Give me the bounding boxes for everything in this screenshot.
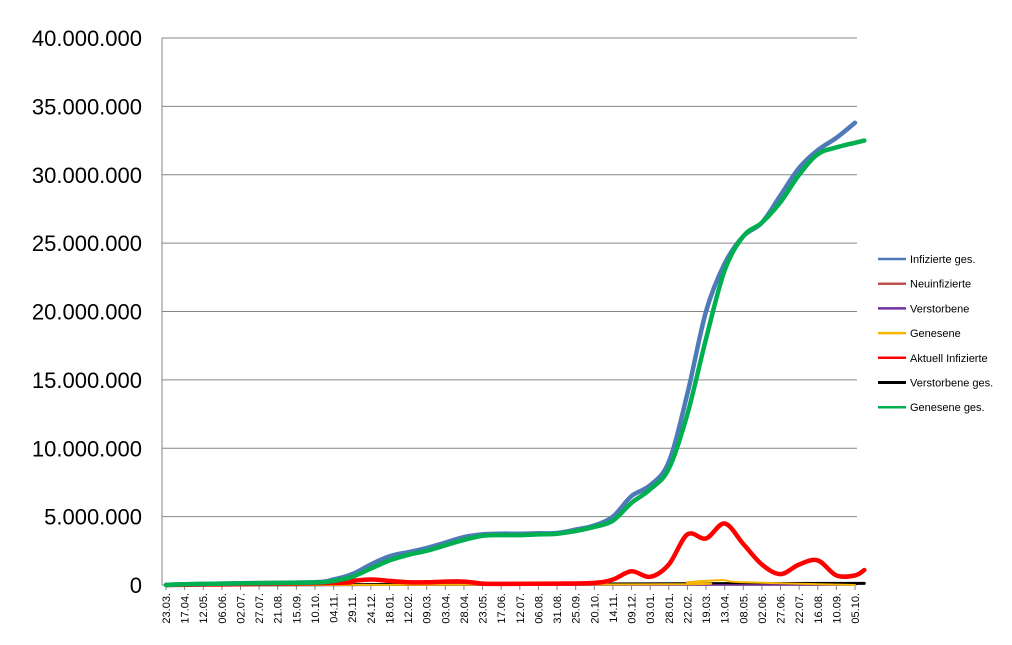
legend-label-neuinfizierte: Neuinfizierte bbox=[910, 279, 971, 291]
x-tick-label: 10.09. bbox=[831, 593, 843, 624]
x-tick-label: 25.09. bbox=[571, 593, 583, 624]
x-tick-label: 03.04. bbox=[440, 593, 452, 624]
y-tick-label: 40.000.000 bbox=[32, 26, 142, 51]
x-tick-label: 29.11. bbox=[347, 593, 359, 623]
x-tick-label: 20.10. bbox=[589, 593, 601, 624]
series-line-genesene-ges bbox=[163, 138, 867, 588]
x-tick-label: 22.02. bbox=[682, 593, 694, 624]
axes bbox=[161, 38, 857, 590]
legend-label-infizierte-ges: Infizierte ges. bbox=[910, 254, 975, 266]
x-tick-label: 04.11. bbox=[329, 593, 341, 623]
x-tick-label: 27.07. bbox=[254, 593, 266, 624]
x-tick-label: 08.05. bbox=[738, 593, 750, 624]
y-tick-label: 35.000.000 bbox=[32, 94, 142, 119]
series-line-aktuell-infizierte bbox=[163, 521, 867, 588]
series-line-infizierte-ges bbox=[163, 120, 858, 588]
y-tick-label: 0 bbox=[130, 573, 142, 598]
x-tick-label: 09.12. bbox=[627, 593, 639, 624]
gridlines bbox=[162, 37, 857, 518]
x-tick-label: 12.05. bbox=[198, 593, 210, 624]
x-tick-label: 22.07. bbox=[794, 593, 806, 624]
x-tick-label: 03.01. bbox=[645, 593, 657, 624]
x-tick-label: 17.06. bbox=[496, 593, 508, 624]
y-tick-label: 5.000.000 bbox=[44, 505, 142, 530]
legend-label-verstorbene-ges: Verstorbene ges. bbox=[910, 378, 993, 390]
x-tick-label: 06.06. bbox=[217, 593, 229, 624]
series-lines bbox=[163, 120, 867, 588]
x-tick-label: 28.01. bbox=[664, 593, 676, 624]
legend-label-genesene-ges: Genesene ges. bbox=[910, 402, 985, 414]
legend-label-verstorbene: Verstorbene bbox=[910, 303, 969, 315]
x-tick-labels: 23.03. 17.04. 12.05. 06.06. 02.07. 27.07. 21.0… bbox=[161, 593, 862, 624]
x-tick-label: 12.07. bbox=[515, 593, 527, 624]
x-tick-label: 15.09. bbox=[291, 593, 303, 624]
x-tick-label: 13.04. bbox=[720, 593, 732, 624]
x-tick-label: 12.02. bbox=[403, 593, 415, 624]
x-tick-label: 19.03. bbox=[701, 593, 713, 624]
series-line-genesene bbox=[165, 579, 856, 586]
x-tick-label: 17.04. bbox=[180, 593, 192, 624]
y-tick-labels: 0 5.000.000 10.000.000 15.000.000 20.000.000… bbox=[32, 26, 142, 598]
x-tick-label: 10.10. bbox=[310, 593, 322, 624]
x-tick-label: 14.11. bbox=[608, 593, 620, 623]
x-tick-label: 09.03. bbox=[422, 593, 434, 624]
x-tick-label: 16.08. bbox=[813, 593, 825, 624]
x-tick-label: 24.12. bbox=[366, 593, 378, 624]
y-tick-label: 25.000.000 bbox=[32, 231, 142, 256]
x-tick-label: 23.05. bbox=[478, 593, 490, 624]
x-tick-label: 31.08. bbox=[552, 593, 564, 624]
legend-label-genesene: Genesene bbox=[910, 328, 961, 340]
x-tick-label: 23.03. bbox=[161, 593, 173, 624]
y-tick-label: 20.000.000 bbox=[32, 300, 142, 325]
x-tick-label: 18.01. bbox=[384, 593, 396, 624]
y-tick-label: 10.000.000 bbox=[32, 436, 142, 461]
x-tick-label: 02.07. bbox=[235, 593, 247, 624]
legend: Infizierte ges. Neuinfizierte Verstorbene G… bbox=[878, 254, 993, 414]
y-tick-label: 30.000.000 bbox=[32, 163, 142, 188]
x-tick-label: 28.04. bbox=[459, 593, 471, 624]
x-tick-label: 27.06. bbox=[776, 593, 788, 624]
legend-label-aktuell-infizierte: Aktuell Infizierte bbox=[910, 353, 988, 365]
x-tick-label: 21.08. bbox=[273, 593, 285, 624]
x-tick-label: 05.10. bbox=[850, 593, 862, 624]
x-tick-label: 06.08. bbox=[533, 593, 545, 624]
x-tick-label: 02.06. bbox=[757, 593, 769, 624]
y-tick-label: 15.000.000 bbox=[32, 368, 142, 393]
